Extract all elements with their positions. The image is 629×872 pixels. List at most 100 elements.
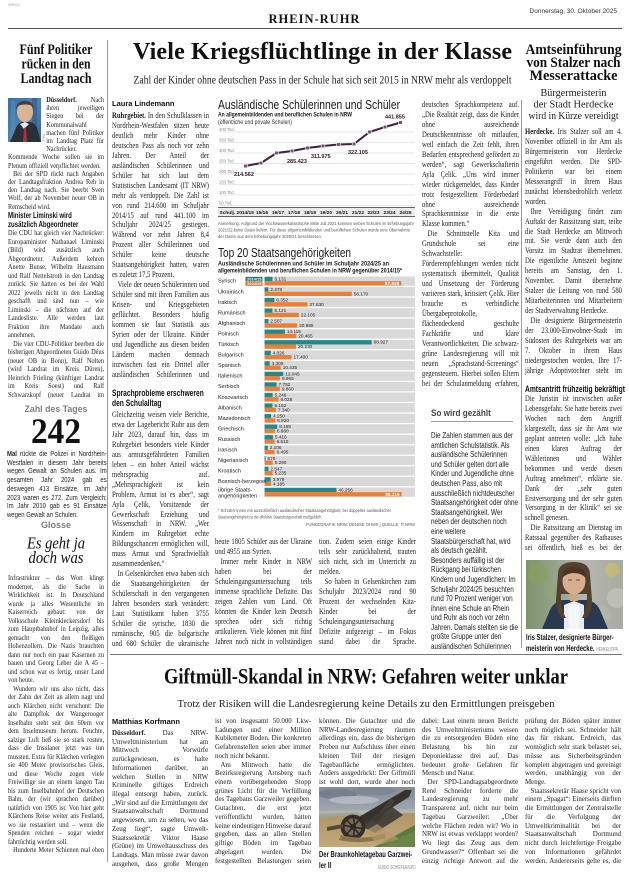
svg-text:20/21: 20/21 [336,210,348,216]
svg-text:Syrisch: Syrisch [218,279,236,285]
svg-text:250 Tsd.: 250 Tsd. [219,159,235,164]
svg-text:27.630: 27.630 [309,302,324,307]
svg-text:5.235: 5.235 [275,471,287,476]
svg-text:5.290: 5.290 [275,460,287,465]
svg-text:Top 20 Staatsangehörigkeiten: Top 20 Staatsangehörigkeiten [218,246,351,260]
svg-text:Irakisch: Irakisch [218,300,237,306]
svg-text:Trotz der Risiken will die Lan: Trotz der Risiken will die Landesregieru… [178,698,555,710]
svg-text:9.965: 9.965 [282,376,294,381]
svg-text:4.250: 4.250 [273,414,285,419]
svg-text:Bosnisch-herzegow.: Bosnisch-herzegow. [218,479,268,485]
svg-text:6.680: 6.680 [277,429,289,434]
svg-text:Staatsangehörigkeit ist die ef: Staatsangehörigkeit ist die effektive St… [218,515,322,521]
svg-text:2021/22 keine Daten liefern. F: 2021/22 keine Daten liefern. Für diese a… [218,227,410,234]
svg-text:87.928: 87.928 [385,281,400,286]
svg-text:Afghanisch: Afghanisch [218,321,245,327]
svg-text:8.169: 8.169 [279,424,291,429]
svg-text:17/18: 17/18 [288,210,300,216]
svg-text:350 Tsd.: 350 Tsd. [219,138,235,143]
svg-text:46.256: 46.256 [338,487,353,492]
svg-text:Landtag nach: Landtag nach [21,71,92,87]
svg-text:Kosovarisch: Kosovarisch [218,395,248,401]
svg-text:311.975: 311.975 [311,154,331,160]
svg-text:6.920: 6.920 [277,418,289,423]
svg-text:Serbisch: Serbisch [218,384,239,390]
svg-text:22.105: 22.105 [301,312,316,317]
svg-text:7.340: 7.340 [278,407,290,412]
svg-text:Türkisch: Türkisch [218,342,239,348]
svg-text:rücken in den: rücken in den [22,57,91,73]
svg-text:5.131: 5.131 [274,276,286,281]
svg-text:5.416: 5.416 [275,435,287,440]
svg-text:21/22: 21/22 [352,210,364,216]
svg-text:Kroatisch: Kroatisch [218,469,241,475]
svg-text:Iranisch: Iranisch [218,448,237,454]
svg-text:100 Tsd.: 100 Tsd. [219,190,235,195]
svg-text:10.435: 10.435 [283,365,298,370]
svg-text:20.985: 20.985 [299,323,314,328]
svg-text:285.423: 285.423 [287,159,307,165]
svg-text:Ukrainisch: Ukrainisch [218,289,244,295]
svg-text:Zahl der Kinder ohne deutschen: Zahl der Kinder ohne deutschen Pass in d… [134,73,513,87]
svg-text:Italienisch: Italienisch [218,374,242,380]
svg-text:Anmerkung: Aufgrund der Hochwa: Anmerkung: Aufgrund der Hochwasserkatast… [218,221,414,227]
svg-text:Ausländische Schülerinnen und: Ausländische Schülerinnen und Schüler im… [218,261,389,268]
svg-text:68.927: 68.927 [374,340,389,345]
svg-text:22/23: 22/23 [368,210,380,216]
svg-text:214.562: 214.562 [234,172,254,178]
svg-text:200 Tsd.: 200 Tsd. [219,169,235,174]
svg-text:9.860: 9.860 [282,386,294,391]
svg-text:2014/15: 2014/15 [247,276,262,281]
svg-text:Spanisch: Spanisch [218,363,241,369]
svg-text:* Schüler/-innen mit ausschlie: * Schüler/-innen mit ausschließlich ausl… [218,508,391,514]
svg-text:6.495: 6.495 [277,450,289,455]
svg-text:20.465: 20.465 [298,334,313,339]
svg-text:3.979: 3.979 [273,477,285,482]
svg-text:Polnisch: Polnisch [218,331,239,337]
svg-text:der Stadt Herdecke: der Stadt Herdecke [534,100,614,111]
svg-text:50 Tsd.: 50 Tsd. [219,201,232,206]
svg-text:56.170: 56.170 [354,291,369,296]
svg-text:24/25: 24/25 [400,210,412,216]
svg-text:von Stalzer nach: von Stalzer nach [527,55,621,71]
svg-text:400 Tsd.: 400 Tsd. [219,127,235,132]
svg-text:Schulj. 2014/15: Schulj. 2014/15 [220,210,255,216]
svg-text:678: 678 [268,456,276,461]
svg-text:441.855: 441.855 [385,115,405,121]
svg-text:5.121: 5.121 [274,308,286,313]
svg-text:Mazedonisch: Mazedonisch [218,416,250,422]
svg-text:23/24: 23/24 [384,210,396,216]
svg-text:4.185: 4.185 [273,481,285,486]
svg-text:Griechisch: Griechisch [218,426,244,432]
svg-text:6.352: 6.352 [276,298,288,303]
svg-text:übrige Staats-: übrige Staats- [218,487,252,493]
svg-text:allgemeinbildenden und berufli: allgemeinbildenden und beruflichen Schul… [218,268,402,275]
svg-text:Es geht ja: Es geht ja [26,534,85,553]
svg-text:Amtseinführung: Amtseinführung [526,42,623,58]
svg-text:Russisch: Russisch [218,437,240,443]
svg-text:20.230: 20.230 [298,344,313,349]
svg-text:19/20: 19/20 [320,210,332,216]
svg-text:9.025: 9.025 [281,397,293,402]
svg-text:15/16: 15/16 [256,210,268,216]
svg-text:6.510: 6.510 [277,439,289,444]
svg-text:der Daten aus dem Erhebungsjah: der Daten aus dem Erhebungsjahr 2020/21 … [218,234,322,240]
svg-text:2.106: 2.106 [270,445,282,450]
svg-text:Albanisch: Albanisch [218,405,242,411]
svg-text:Bulgarisch: Bulgarisch [218,353,244,359]
svg-text:2.547: 2.547 [270,466,282,471]
svg-text:Nigerianisch: Nigerianisch [218,458,248,464]
svg-text:2024/25: 2024/25 [247,281,262,286]
svg-text:3.309: 3.309 [272,361,284,366]
svg-text:2.478: 2.478 [270,287,282,292]
svg-text:An allgemeinbildenden und beru: An allgemeinbildenden und beruflichen Sc… [218,112,352,119]
svg-text:12.045: 12.045 [285,371,300,376]
svg-text:150 Tsd.: 150 Tsd. [219,180,235,185]
svg-text:(öffentliche und private Schul: (öffentliche und private Schulen) [218,119,292,126]
svg-text:2.507: 2.507 [270,319,282,324]
svg-text:4.026: 4.026 [273,350,285,355]
svg-text:Giftmüll-Skandal in NRW: Gefah: Giftmüll-Skandal in NRW: Gefahren weiter… [164,664,568,689]
svg-text:Fünf Politiker: Fünf Politiker [20,42,93,58]
svg-text:Ausländische Schülerinnen und: Ausländische Schülerinnen und Schüler [218,98,400,112]
svg-text:Viele Kriegsflüchtlinge in der: Viele Kriegsflüchtlinge in der Klasse [133,39,512,65]
